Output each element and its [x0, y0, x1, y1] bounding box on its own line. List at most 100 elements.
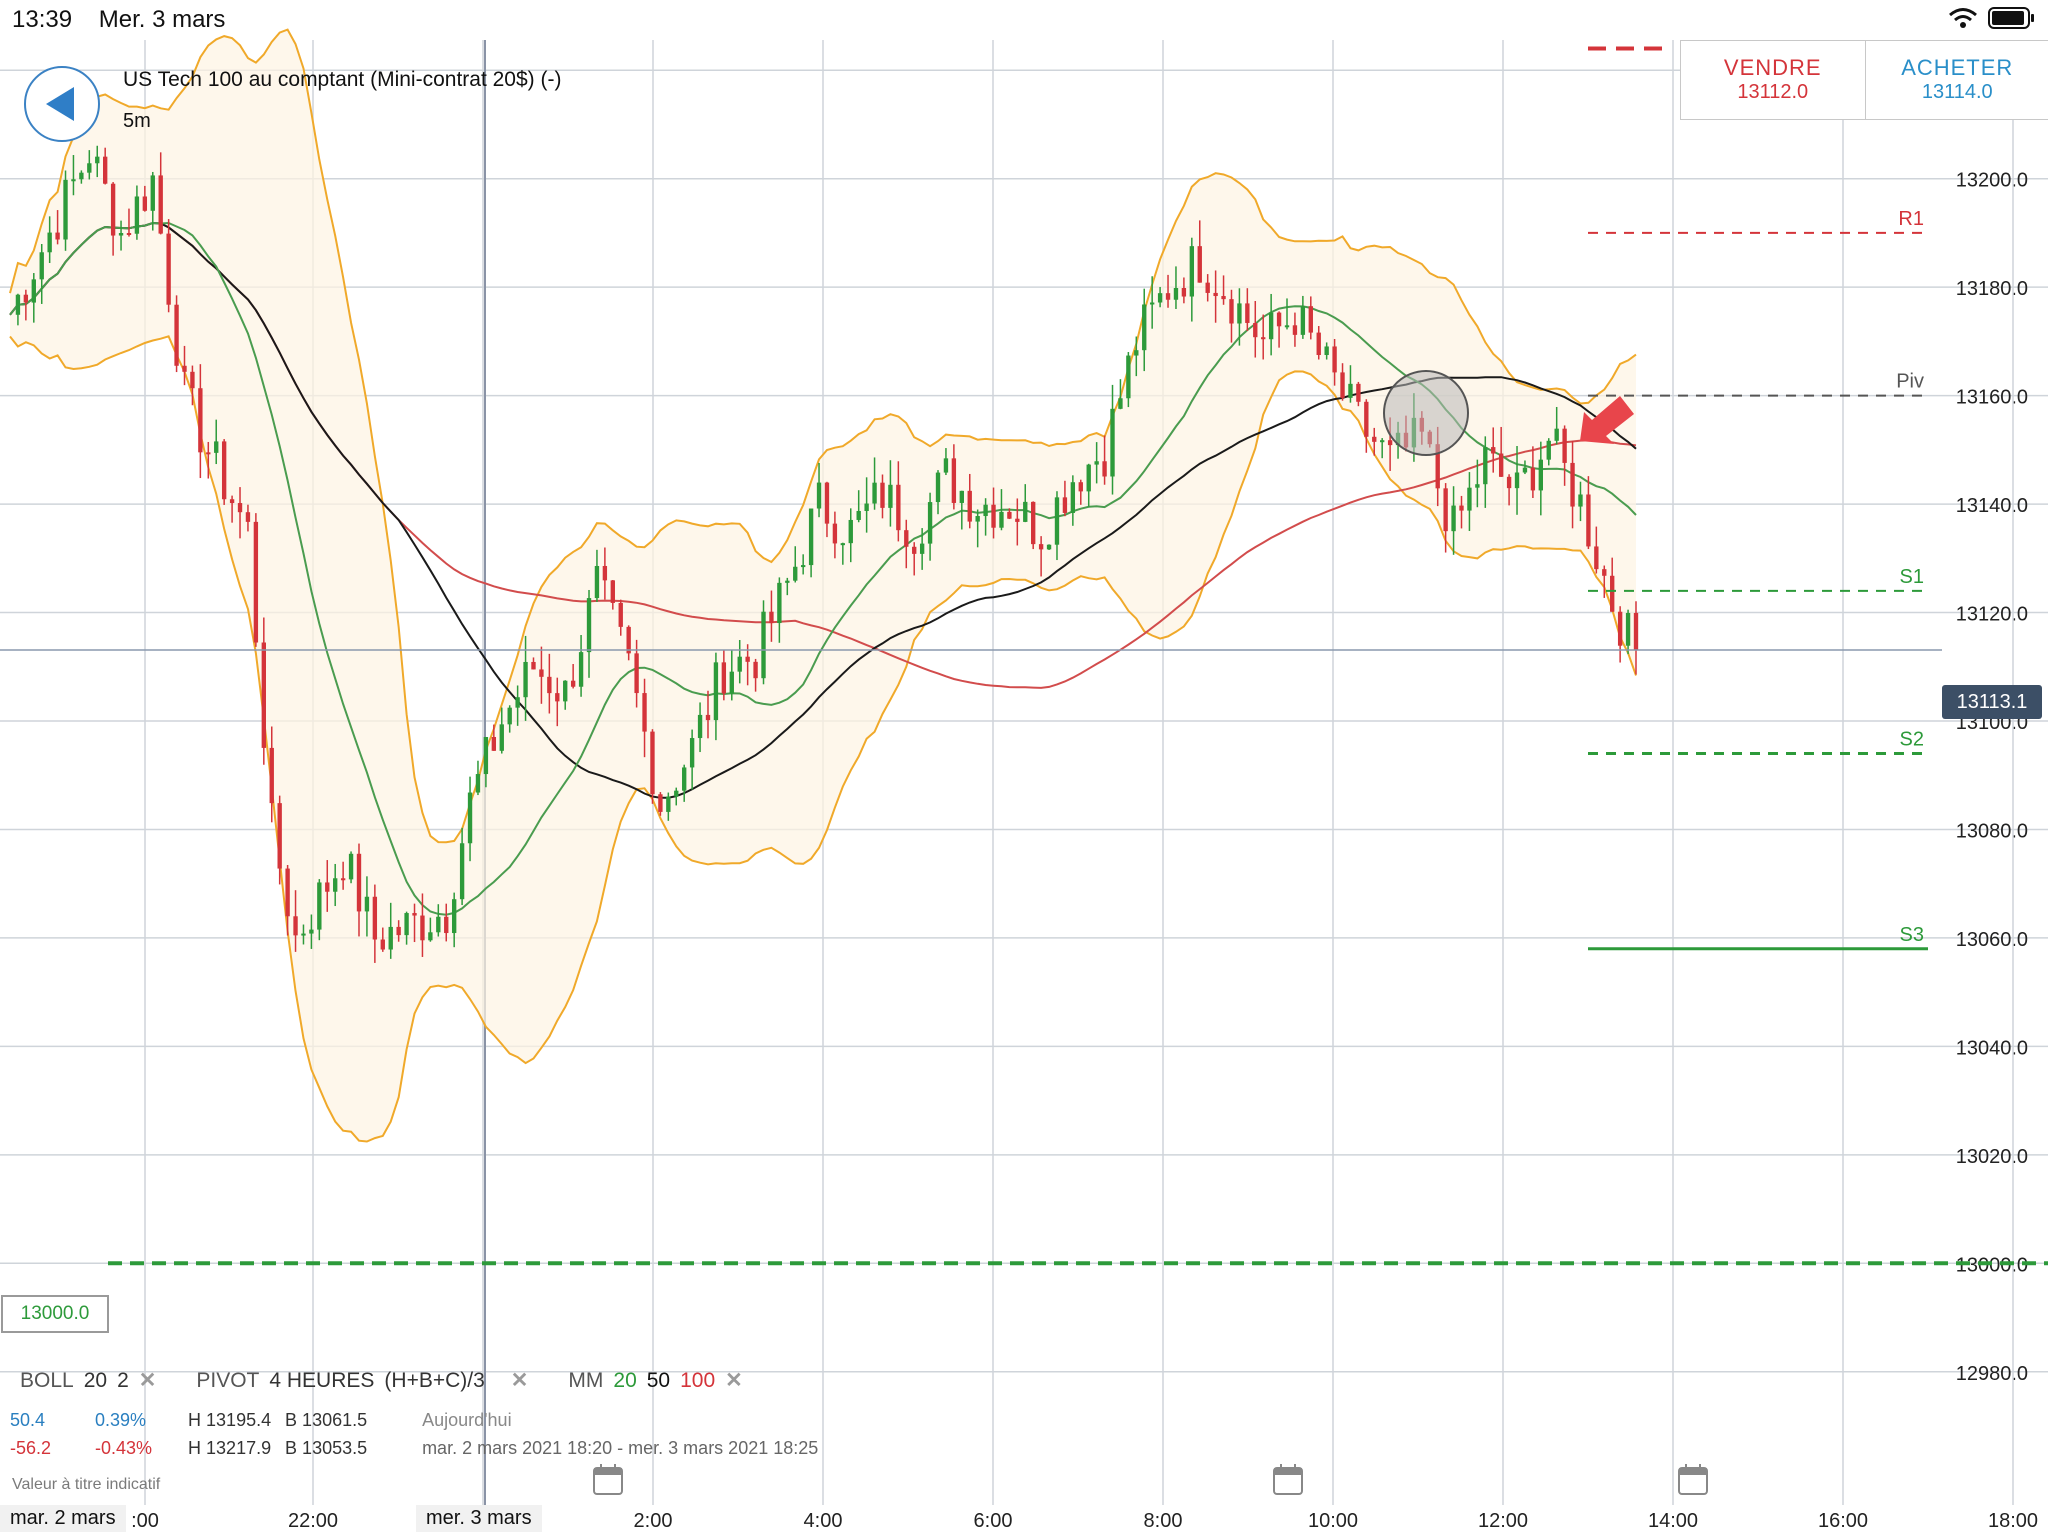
candle-body	[444, 916, 449, 934]
status-bar: 13:39 Mer. 3 mars	[12, 6, 245, 34]
change-value: 50.4	[10, 1410, 46, 1430]
candle-body	[721, 662, 727, 694]
bollinger-upper	[9, 28, 1637, 844]
candle-body	[126, 233, 132, 236]
candle-body	[491, 736, 497, 751]
candle-body	[237, 503, 243, 513]
candle-body	[1617, 611, 1623, 646]
candle-body	[1491, 447, 1496, 454]
candle-body	[1340, 372, 1345, 398]
mm-20: 20	[613, 1368, 637, 1392]
candle-body	[87, 163, 92, 173]
status-time: 13:39	[12, 6, 73, 33]
candle-body	[570, 680, 576, 687]
candle-body	[459, 843, 465, 900]
candle-body	[1086, 464, 1091, 492]
close-icon[interactable]: ✕	[138, 1369, 157, 1392]
candle-body	[214, 441, 219, 453]
candle-body	[150, 175, 155, 211]
calendar-icon[interactable]	[1273, 1464, 1303, 1495]
candle-body	[697, 714, 703, 739]
x-tick-label: 10:00	[1308, 1510, 1358, 1532]
candle-body	[110, 183, 116, 236]
candle-body	[682, 767, 687, 791]
mm-100: 100	[680, 1368, 716, 1392]
stats-range: -56.2 -0.43% H 13217.9 B 13053.5 mar. 2 …	[10, 1438, 818, 1459]
timeframe-label[interactable]: 5m	[123, 110, 151, 132]
candle-body	[1570, 462, 1575, 507]
candle-body	[578, 652, 584, 687]
candle-body	[1197, 246, 1202, 283]
battery-icon	[1988, 7, 2034, 29]
candle-body	[95, 156, 100, 164]
candle-body	[499, 724, 504, 751]
y-tick-label: 12980.0	[1956, 1363, 2028, 1385]
close-icon[interactable]: ✕	[725, 1369, 743, 1392]
candle-body	[198, 388, 203, 453]
candle-body	[912, 546, 917, 554]
candle-body	[888, 484, 893, 508]
candle-body	[1633, 612, 1639, 650]
date-label-left: mar. 2 mars	[0, 1505, 126, 1532]
candle-body	[1173, 287, 1179, 300]
candle-body	[816, 482, 822, 509]
candle-body	[1015, 518, 1020, 522]
y-tick-label: 13040.0	[1956, 1037, 2028, 1059]
trade-panel: VENDRE 13112.0 ACHETER 13114.0	[1680, 40, 2048, 120]
candle-body	[761, 611, 766, 679]
pivot-formula: (H+B+C)/3	[384, 1368, 485, 1392]
candle-body	[602, 565, 608, 581]
candle-body	[1284, 325, 1290, 328]
candle-body	[610, 580, 615, 603]
candle-body	[1181, 287, 1187, 297]
candle-body	[182, 365, 187, 372]
candle-body	[348, 853, 354, 880]
candle-body	[380, 939, 385, 950]
status-icons	[1948, 6, 2036, 30]
candle-body	[872, 482, 877, 504]
y-tick-label: 13020.0	[1956, 1146, 2028, 1168]
candle-body	[896, 484, 901, 531]
alert-level-tag[interactable]: 13000.0	[1, 1295, 109, 1333]
candle-body	[174, 304, 179, 366]
candle-body	[943, 458, 949, 473]
calendar-icon[interactable]	[1678, 1464, 1708, 1495]
candle-body	[63, 179, 68, 240]
candle-body	[1498, 453, 1504, 477]
period-label: Aujourd'hui	[422, 1410, 512, 1430]
pivot-label[interactable]: PIVOT	[196, 1368, 260, 1392]
back-button[interactable]	[24, 66, 100, 142]
candle-body	[1110, 408, 1115, 477]
candle-body	[1023, 501, 1028, 522]
candle-body	[1142, 304, 1147, 351]
candle-body	[705, 714, 711, 721]
buy-button[interactable]: ACHETER 13114.0	[1866, 41, 2048, 119]
candle-body	[451, 899, 457, 934]
mm-label[interactable]: MM	[568, 1368, 604, 1392]
candle-body	[713, 662, 719, 721]
candle-body	[1213, 292, 1218, 297]
candle-body	[1364, 401, 1369, 437]
candle-body	[1078, 482, 1083, 492]
pivot-label: S2	[1900, 729, 1924, 751]
pivot-label: S1	[1900, 566, 1924, 588]
sell-button[interactable]: VENDRE 13112.0	[1681, 41, 1866, 119]
boll-label[interactable]: BOLL	[20, 1368, 74, 1392]
candle-body	[1300, 306, 1306, 335]
candle-body	[547, 676, 552, 694]
candle-body	[1221, 296, 1226, 300]
candle-body	[134, 196, 140, 234]
candle-body	[420, 915, 425, 941]
candle-body	[531, 661, 536, 670]
candle-body	[555, 693, 560, 702]
calendar-icon[interactable]	[593, 1464, 623, 1495]
close-icon[interactable]: ✕	[510, 1369, 529, 1392]
x-tick-label: 8:00	[1144, 1510, 1183, 1532]
candle-body	[55, 232, 60, 240]
candle-body	[729, 671, 734, 694]
candle-body	[1118, 398, 1123, 409]
candle-body	[1165, 293, 1171, 300]
sell-label: VENDRE	[1723, 55, 1822, 80]
candle-body	[1062, 497, 1068, 513]
